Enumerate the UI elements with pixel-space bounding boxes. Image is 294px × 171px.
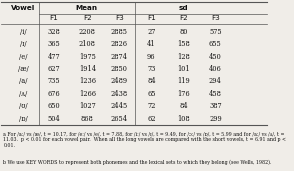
Text: /ʌ/: /ʌ/ — [19, 90, 27, 98]
Text: 1027: 1027 — [79, 102, 96, 110]
Text: 1914: 1914 — [79, 65, 96, 73]
Text: 299: 299 — [209, 115, 222, 123]
Text: 627: 627 — [48, 65, 60, 73]
Text: /a/: /a/ — [19, 77, 28, 86]
Text: 1266: 1266 — [79, 90, 96, 98]
Text: 365: 365 — [48, 40, 60, 48]
Text: 655: 655 — [209, 40, 222, 48]
Text: 2850: 2850 — [111, 65, 128, 73]
Text: 128: 128 — [177, 53, 190, 61]
Text: 108: 108 — [177, 115, 190, 123]
Text: 2445: 2445 — [111, 102, 128, 110]
Text: 2826: 2826 — [111, 40, 128, 48]
Text: 477: 477 — [48, 53, 60, 61]
Text: 84: 84 — [147, 77, 156, 86]
Text: 65: 65 — [147, 90, 156, 98]
Text: 387: 387 — [209, 102, 222, 110]
Text: 406: 406 — [209, 65, 222, 73]
Text: 2489: 2489 — [111, 77, 128, 86]
Text: 2874: 2874 — [111, 53, 128, 61]
Text: 2208: 2208 — [79, 28, 96, 36]
Text: 27: 27 — [147, 28, 156, 36]
Text: 73: 73 — [147, 65, 156, 73]
Text: 41: 41 — [147, 40, 156, 48]
Text: 504: 504 — [48, 115, 60, 123]
Text: 1236: 1236 — [79, 77, 96, 86]
Text: /i/: /i/ — [20, 28, 27, 36]
Text: 101: 101 — [177, 65, 190, 73]
Text: 2885: 2885 — [111, 28, 128, 36]
Text: F1: F1 — [147, 15, 156, 21]
Text: /ɪ/: /ɪ/ — [20, 40, 27, 48]
Text: 80: 80 — [179, 28, 188, 36]
Text: 676: 676 — [48, 90, 60, 98]
Text: Mean: Mean — [76, 5, 98, 11]
Text: F3: F3 — [211, 15, 220, 21]
Text: 294: 294 — [209, 77, 222, 86]
Text: F2: F2 — [83, 15, 92, 21]
Text: sd: sd — [178, 5, 188, 11]
Text: /ɒ/: /ɒ/ — [19, 115, 28, 123]
Text: /e/: /e/ — [19, 53, 28, 61]
Text: 84: 84 — [179, 102, 188, 110]
Text: 119: 119 — [177, 77, 190, 86]
Text: a For /a:/ vs /æ/, t = 10.17, for /e:/ vs /e/, t = 7.88, for /i:/ vs /ɪ/, t = 9.: a For /a:/ vs /æ/, t = 10.17, for /e:/ v… — [3, 131, 286, 148]
Text: 2108: 2108 — [79, 40, 96, 48]
Text: 158: 158 — [177, 40, 190, 48]
Text: /æ/: /æ/ — [18, 65, 29, 73]
Text: F3: F3 — [115, 15, 124, 21]
Text: /ʊ/: /ʊ/ — [19, 102, 28, 110]
Text: 72: 72 — [147, 102, 156, 110]
Text: F2: F2 — [179, 15, 188, 21]
Text: 735: 735 — [48, 77, 60, 86]
Text: 96: 96 — [147, 53, 156, 61]
Text: 650: 650 — [48, 102, 60, 110]
Text: F1: F1 — [50, 15, 59, 21]
Text: 868: 868 — [81, 115, 94, 123]
Text: 575: 575 — [209, 28, 222, 36]
Text: b We use KEY WORDS to represent both phonemes and the lexical sets to which they: b We use KEY WORDS to represent both pho… — [3, 160, 272, 165]
Text: 176: 176 — [177, 90, 190, 98]
Text: 458: 458 — [209, 90, 222, 98]
Text: 62: 62 — [147, 115, 156, 123]
Text: 2654: 2654 — [111, 115, 128, 123]
Text: Vowel: Vowel — [11, 5, 36, 11]
Text: 2438: 2438 — [111, 90, 128, 98]
Text: 1975: 1975 — [79, 53, 96, 61]
Text: 450: 450 — [209, 53, 222, 61]
Text: 328: 328 — [48, 28, 60, 36]
